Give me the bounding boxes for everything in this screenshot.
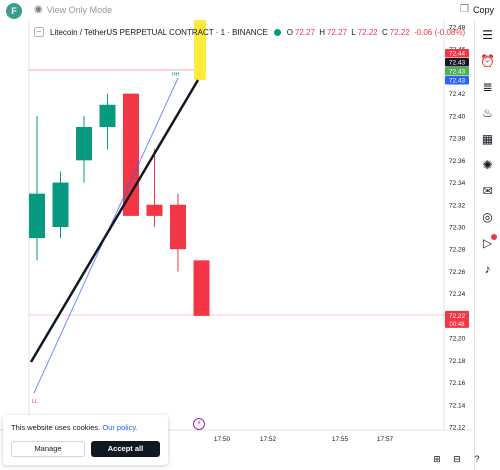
price-tick-label: 72.18 bbox=[449, 358, 466, 365]
eye-icon: ◉ bbox=[34, 4, 43, 15]
alarm-icon[interactable]: ⏰ bbox=[480, 54, 495, 68]
ohlc-values: O 72.27 H 72.27 L 72.22 C 72.22 -0.06 (-0.08… bbox=[287, 28, 467, 37]
lightning-icon[interactable]: ⚡ bbox=[193, 418, 205, 430]
price-badge-label: 72.43 bbox=[449, 78, 466, 85]
price-tick-label: 72.34 bbox=[449, 180, 466, 187]
price-badge-label: 72.43 bbox=[449, 60, 466, 67]
list-add-icon[interactable]: ≣ bbox=[482, 80, 493, 94]
bottom-right-tools: ⊞ ⊟ ? bbox=[430, 452, 484, 466]
price-tick-label: 72.40 bbox=[449, 113, 466, 120]
manage-cookies-button[interactable]: Manage bbox=[11, 441, 85, 457]
c-value: 72.22 bbox=[389, 27, 410, 37]
view-mode-label: View Only Mode bbox=[46, 4, 113, 15]
price-badges: 72.44 72.43 72.43 72.43 72.22 00:48 bbox=[445, 49, 469, 328]
trend-line-thick bbox=[29, 79, 200, 363]
candle-body bbox=[193, 260, 210, 316]
hh-label: HH bbox=[172, 72, 180, 78]
symbol-title[interactable]: Litecoin / TetherUS PERPETUAL CONTRACT ·… bbox=[50, 27, 268, 37]
chat-icon[interactable]: ✉ bbox=[482, 184, 493, 198]
price-tick-label: 72.32 bbox=[449, 202, 466, 209]
user-avatar[interactable]: F bbox=[6, 3, 22, 19]
price-tick-label: 72.28 bbox=[449, 247, 466, 254]
notification-badge bbox=[490, 234, 497, 240]
accept-all-button[interactable]: Accept all bbox=[90, 441, 160, 457]
calendar-icon[interactable]: ▦ bbox=[481, 132, 494, 146]
price-tick-label: 72.30 bbox=[449, 225, 466, 232]
price-tick-label: 72.36 bbox=[449, 158, 466, 165]
h-label: H bbox=[319, 27, 325, 37]
cookie-policy-link[interactable]: Our policy. bbox=[102, 423, 138, 432]
yellow-highlight-bar bbox=[194, 20, 206, 80]
l-value: 72.22 bbox=[357, 27, 378, 37]
price-badge-label: 72.43 bbox=[449, 69, 466, 76]
play-icon[interactable]: ▷ bbox=[479, 234, 497, 252]
grid-icon[interactable]: ⊞ bbox=[433, 454, 441, 464]
price-badge bbox=[445, 49, 469, 58]
watchlist-icon[interactable]: ☰ bbox=[482, 28, 493, 42]
time-tick-label: 17:55 bbox=[332, 436, 349, 443]
chart-legend: − Litecoin / TetherUS PERPETUAL CONTRACT… bbox=[34, 27, 467, 37]
time-axis: 17:50 17:52 17:55 17:57 bbox=[214, 436, 394, 443]
candle-body bbox=[146, 204, 163, 216]
bell-icon[interactable]: ♪ bbox=[484, 262, 491, 276]
price-tick-label: 72.48 bbox=[449, 25, 466, 32]
copy-icon: ❐ bbox=[460, 4, 469, 15]
countdown-label: 00:48 bbox=[449, 322, 465, 328]
lightbulb-icon[interactable]: ✺ bbox=[482, 158, 493, 172]
time-tick-label: 17:52 bbox=[260, 436, 277, 443]
ll-label: LL bbox=[32, 399, 38, 405]
price-badge bbox=[445, 76, 469, 85]
price-tick-label: 72.26 bbox=[449, 269, 466, 276]
top-bar: F ◉ View Only Mode ❐ Copy bbox=[0, 0, 500, 20]
flame-icon[interactable]: ♨ bbox=[482, 106, 493, 120]
cookie-message: This website uses cookies. bbox=[11, 423, 101, 432]
c-label: C bbox=[381, 27, 388, 37]
price-tick-label: 72.12 bbox=[449, 425, 466, 432]
candles-group bbox=[29, 93, 210, 316]
view-only-mode: ◉ View Only Mode bbox=[34, 4, 112, 15]
price-tick-label: 72.24 bbox=[449, 291, 466, 298]
copy-button[interactable]: ❐ Copy bbox=[460, 4, 494, 15]
price-badge bbox=[445, 67, 469, 76]
time-tick-label: 17:50 bbox=[214, 436, 231, 443]
price-tick-label: 72.42 bbox=[449, 91, 466, 98]
collapse-legend-button[interactable]: − bbox=[34, 27, 44, 37]
copy-label: Copy bbox=[472, 4, 494, 15]
candle-body bbox=[170, 204, 186, 250]
l-label: L bbox=[351, 27, 356, 37]
change-value: -0.06 (-0.08%) bbox=[414, 27, 466, 37]
candle-body bbox=[52, 182, 69, 227]
candle-body bbox=[123, 93, 139, 216]
o-label: O bbox=[286, 27, 293, 37]
last-price-label: 72.22 bbox=[449, 313, 466, 320]
h-value: 72.27 bbox=[326, 27, 348, 37]
cookie-banner: This website uses cookies. Our policy. M… bbox=[3, 415, 168, 465]
right-sidebar: ☰ ⏰ ≣ ♨ ▦ ✺ ✉ ◎ ▷ ♪ bbox=[474, 20, 500, 470]
cookie-text: This website uses cookies. Our policy. bbox=[11, 423, 160, 432]
price-tick-label: 72.38 bbox=[449, 136, 466, 143]
o-value: 72.27 bbox=[294, 27, 315, 37]
price-badge-label: 72.44 bbox=[449, 51, 466, 58]
price-chart[interactable]: HH LL 72.4872.4672.4472.4272.4072.3872.3… bbox=[0, 20, 473, 450]
layers-icon[interactable]: ⊟ bbox=[453, 454, 461, 464]
price-badge bbox=[445, 58, 469, 67]
podcast-icon[interactable]: ◎ bbox=[482, 210, 493, 224]
time-tick-label: 17:57 bbox=[377, 436, 394, 443]
candle-body bbox=[76, 127, 92, 161]
price-tick-label: 72.16 bbox=[449, 380, 466, 387]
price-axis: 72.4872.4672.4472.4272.4072.3872.3672.34… bbox=[449, 25, 466, 432]
candle-body bbox=[29, 193, 45, 239]
price-tick-label: 72.14 bbox=[449, 402, 466, 409]
price-tick-label: 72.20 bbox=[449, 336, 466, 343]
help-icon[interactable]: ? bbox=[474, 454, 480, 464]
last-price-badge bbox=[445, 310, 469, 328]
candle-body bbox=[99, 104, 116, 127]
market-status-icon bbox=[273, 28, 281, 36]
